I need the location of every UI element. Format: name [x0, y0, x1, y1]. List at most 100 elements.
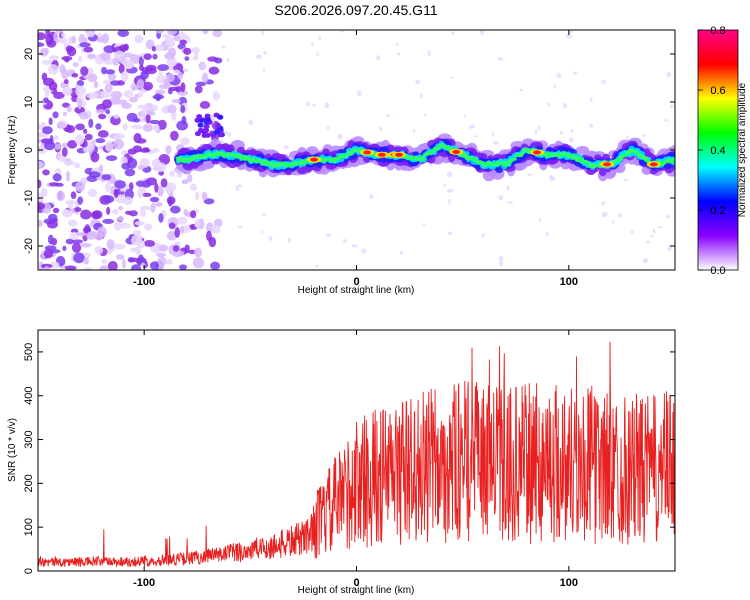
- noise-blob: [152, 94, 165, 100]
- noise-blob: [180, 137, 190, 146]
- noise-blob: [90, 151, 100, 163]
- noise-speck: [563, 102, 568, 109]
- noise-speck: [549, 175, 556, 182]
- noise-blob: [41, 59, 53, 66]
- noise-blob: [171, 99, 181, 104]
- ridge-side-blob: [196, 114, 203, 120]
- noise-blob: [112, 138, 124, 150]
- noise-blob: [38, 261, 44, 270]
- noise-blob: [190, 210, 197, 219]
- noise-blob: [44, 140, 56, 151]
- noise-blob: [41, 121, 46, 126]
- noise-blob: [106, 206, 111, 215]
- noise-speck: [238, 225, 243, 229]
- noise-blob: [115, 254, 125, 260]
- noise-speck: [450, 76, 454, 80]
- noise-blob: [120, 71, 129, 82]
- noise-blob: [52, 111, 59, 119]
- noise-blob: [149, 196, 160, 203]
- noise-speck: [219, 139, 224, 145]
- noise-speck: [569, 30, 573, 34]
- noise-speck: [337, 133, 343, 140]
- noise-blob: [195, 191, 200, 201]
- noise-speck: [479, 30, 485, 35]
- noise-blob: [132, 118, 141, 123]
- noise-blob: [72, 62, 79, 68]
- ridge-side-blob: [197, 122, 204, 128]
- noise-blob: [143, 103, 149, 112]
- noise-blob: [54, 168, 62, 175]
- noise-blob: [49, 261, 60, 269]
- ridge-side-blob: [217, 114, 224, 120]
- noise-speck: [481, 233, 485, 238]
- noise-speck: [553, 84, 556, 89]
- noise-blob: [158, 263, 164, 270]
- noise-blob: [137, 165, 145, 170]
- noise-blob: [80, 66, 89, 77]
- noise-blob: [118, 64, 125, 74]
- noise-speck: [226, 57, 230, 62]
- noise-blob: [82, 267, 93, 270]
- noise-blob: [158, 154, 171, 166]
- noise-speck: [376, 55, 381, 61]
- colorbar-ticks: 0.0 0.2 0.4 0.6 0.8: [698, 25, 726, 277]
- noise-speck: [412, 129, 416, 133]
- spectrogram-y-tick-label: 20: [23, 48, 35, 60]
- noise-blob: [113, 188, 119, 199]
- noise-blob: [38, 202, 46, 210]
- noise-blob: [156, 185, 164, 197]
- noise-blob: [127, 148, 138, 155]
- noise-speck: [340, 30, 345, 33]
- noise-blob: [158, 69, 163, 77]
- ridge-blob: [430, 149, 436, 154]
- noise-blob: [117, 215, 125, 222]
- noise-speck: [351, 244, 358, 248]
- noise-blob: [121, 162, 131, 170]
- noise-blob: [106, 239, 115, 250]
- noise-blob: [183, 47, 192, 55]
- ridge-blob: [577, 156, 581, 161]
- noise-blob: [70, 191, 77, 199]
- noise-blob: [165, 39, 175, 48]
- noise-blob: [104, 83, 113, 93]
- noise-blob: [145, 39, 155, 50]
- snr-axis-ticks: -100 0 100 0 100 200 300 400 500: [23, 330, 675, 589]
- noise-blob: [152, 147, 160, 153]
- noise-speck: [534, 128, 538, 135]
- noise-blob: [38, 179, 42, 189]
- noise-blob: [118, 206, 124, 211]
- noise-speck: [324, 102, 330, 109]
- noise-speck: [568, 137, 574, 143]
- ridge-peak: [377, 152, 386, 157]
- spectrogram-y-tick-label: 10: [23, 96, 35, 108]
- noise-blob: [41, 263, 53, 269]
- noise-blob: [101, 174, 112, 181]
- noise-speck: [588, 123, 594, 128]
- noise-blob: [99, 265, 108, 270]
- noise-blob: [119, 222, 131, 229]
- noise-speck: [343, 239, 347, 243]
- noise-speck: [667, 245, 672, 251]
- noise-speck: [538, 217, 542, 222]
- noise-blob: [90, 210, 101, 220]
- noise-speck: [650, 234, 654, 238]
- noise-blob: [38, 42, 45, 47]
- noise-blob: [113, 221, 122, 231]
- noise-blob: [62, 111, 67, 117]
- noise-blob: [133, 133, 142, 143]
- noise-blob: [103, 45, 116, 54]
- noise-blob: [184, 56, 190, 61]
- snr-y-tick-label: 100: [23, 518, 35, 536]
- noise-blob: [82, 146, 95, 153]
- ridge-blob: [420, 156, 426, 162]
- noise-blob: [141, 180, 152, 188]
- noise-blob: [131, 85, 137, 91]
- noise-speck: [379, 126, 383, 132]
- noise-blob: [170, 130, 179, 141]
- noise-blob: [82, 226, 92, 234]
- noise-speck: [261, 30, 265, 36]
- noise-speck: [256, 54, 263, 60]
- noise-blob: [210, 261, 221, 270]
- noise-speck: [283, 145, 289, 150]
- noise-blob: [206, 230, 212, 242]
